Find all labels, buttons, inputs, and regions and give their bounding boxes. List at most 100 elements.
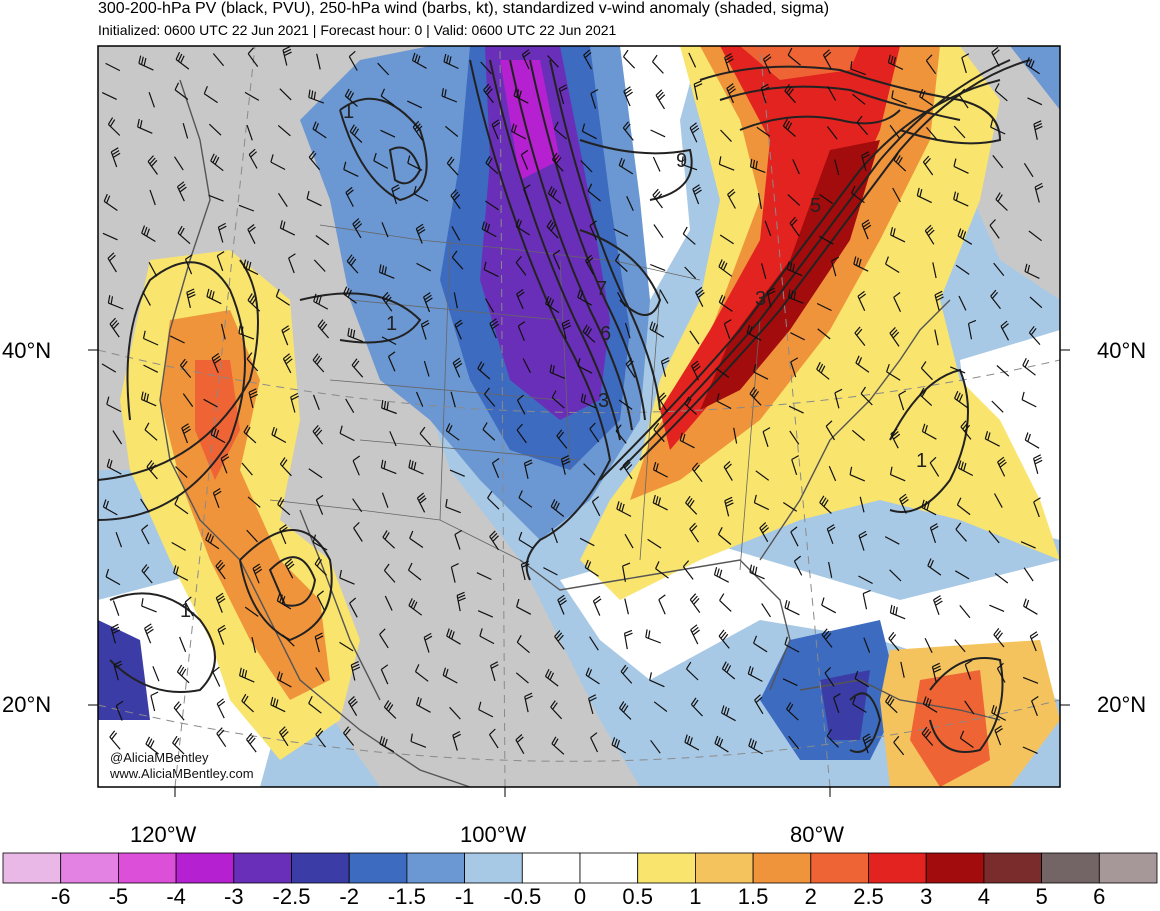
wind-barb [387, 351, 396, 372]
wind-barb [822, 49, 832, 70]
wind-barb [589, 220, 598, 241]
wind-barb [991, 400, 1004, 413]
wind-barb [483, 83, 494, 104]
pv-contour [509, 59, 633, 431]
wind-barb [450, 563, 459, 583]
wind-barb [994, 725, 1003, 746]
colorbar-tick-label: -6 [50, 884, 71, 909]
wind-barb [660, 357, 670, 377]
colorbar-swatch [1098, 852, 1158, 884]
wind-barb [452, 730, 461, 751]
contour-label: 1 [916, 450, 927, 472]
wind-barb [315, 667, 325, 682]
wind-barb [623, 49, 636, 69]
wind-barb [352, 455, 361, 476]
colorbar-tick-label: 3 [920, 884, 933, 909]
wind-barb [282, 353, 293, 374]
wind-barb [826, 728, 839, 748]
wind-barb [313, 293, 329, 310]
wind-barb [551, 527, 558, 544]
wind-barb [560, 455, 571, 475]
wind-barb [485, 155, 499, 175]
wind-barb [1029, 631, 1039, 652]
wind-barb [246, 352, 259, 372]
wind-barb [142, 291, 151, 306]
wind-barb [343, 726, 355, 746]
wind-barb [953, 191, 969, 207]
wind-barb [953, 125, 966, 139]
pv-contour [109, 592, 216, 693]
wind-barb [314, 632, 324, 653]
wind-barb [790, 357, 799, 378]
wind-barb [143, 364, 159, 373]
wind-barb [889, 604, 906, 620]
wind-barb [927, 558, 942, 576]
wind-barb [889, 466, 906, 482]
wind-barb [756, 126, 771, 137]
wind-barb [691, 462, 703, 483]
colorbar-swatch [579, 852, 639, 884]
wind-barb [853, 256, 869, 272]
wind-barb [479, 628, 495, 645]
wind-barb [415, 223, 426, 244]
wind-barb [862, 589, 871, 610]
wind-barb [279, 88, 292, 101]
wind-barb [173, 565, 189, 581]
wind-barb [753, 635, 768, 653]
wind-barb [521, 49, 531, 70]
wind-barb [858, 530, 868, 551]
wind-barb [241, 693, 255, 713]
wind-barb [105, 62, 121, 72]
wind-barb [954, 570, 970, 580]
wind-barb [484, 387, 496, 407]
colorbar-swatch [406, 852, 465, 884]
wind-barb [278, 726, 289, 747]
wind-barb [645, 629, 662, 644]
wind-barb [620, 664, 633, 684]
wind-barb [308, 695, 322, 714]
colorbar-tick-label: 4 [977, 884, 991, 909]
colorbar-tick-label: -5 [108, 884, 129, 909]
map-subtitle: Initialized: 0600 UTC 22 Jun 2021 | Fore… [98, 22, 617, 38]
wind-barb [689, 593, 701, 613]
pv-contour [579, 229, 662, 316]
wind-barb [524, 692, 533, 713]
wind-barb [615, 424, 627, 444]
wind-barb [934, 329, 939, 346]
wind-barb [454, 319, 463, 340]
us-mexico-border [269, 499, 521, 561]
wind-barb [445, 423, 460, 441]
wind-barb [649, 672, 665, 688]
wind-barb [724, 496, 734, 517]
wind-barb [718, 294, 733, 312]
lon-label-80w: 80°W [790, 822, 845, 847]
wind-barb [276, 671, 292, 688]
wind-barb [109, 317, 120, 338]
contour-label: 1 [343, 101, 354, 123]
wind-barb [816, 361, 830, 380]
wind-barb [726, 83, 736, 104]
wind-barb [793, 555, 803, 576]
wind-barb [749, 564, 765, 580]
wind-barb [561, 319, 572, 340]
wind-barb [624, 322, 631, 339]
colorbar-tick-label: 1 [689, 884, 702, 909]
wind-barb [581, 123, 597, 140]
meridian-120w [174, 46, 256, 787]
wind-barb [391, 184, 400, 205]
wind-barb [443, 53, 459, 70]
wind-barb [102, 232, 118, 241]
wind-barb [449, 706, 461, 720]
wind-barb [553, 121, 567, 140]
wind-barb [618, 701, 632, 720]
wind-barb [890, 428, 901, 449]
wind-barb [339, 569, 355, 585]
wind-barb [556, 429, 568, 449]
wind-barb [349, 597, 358, 618]
wind-barb [953, 158, 969, 174]
wind-barb [618, 157, 634, 175]
wind-barb [169, 335, 185, 344]
wind-barb [549, 364, 566, 379]
wind-barb [352, 498, 363, 513]
wind-barb [520, 560, 530, 581]
